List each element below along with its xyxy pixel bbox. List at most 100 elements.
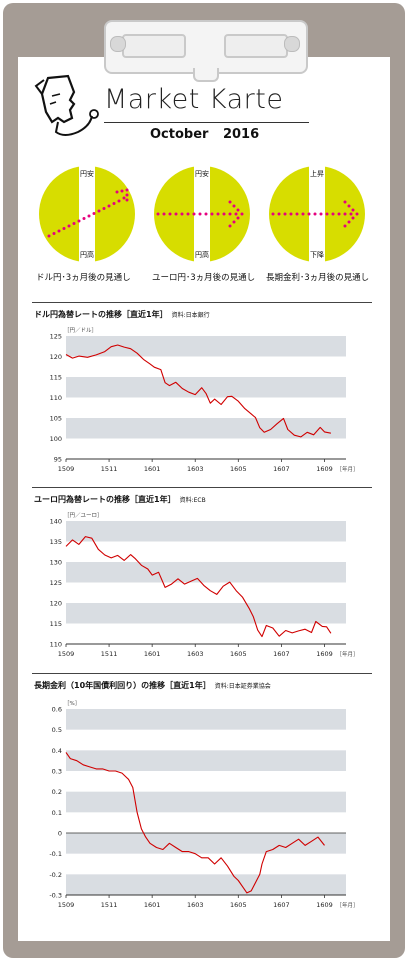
y-tick-label: -0.3	[49, 892, 62, 900]
x-tick-label: 1601	[144, 650, 161, 658]
section-rule	[32, 302, 372, 303]
grid-band	[66, 791, 346, 813]
clipboard-clip	[104, 20, 308, 74]
clip-rivet	[284, 36, 300, 52]
x-tick-label: 1511	[101, 650, 118, 658]
x-unit-label: ［年月］	[336, 465, 358, 473]
right-arrow-icon	[156, 200, 244, 228]
clip-slot	[224, 34, 288, 58]
y-tick-label: 0.6	[52, 706, 62, 714]
x-tick-label: 1605	[230, 901, 247, 909]
series-line	[65, 536, 332, 638]
jgb-yield-forecast-caption: 長期金利･3ヵ月後の見通し	[266, 273, 370, 283]
x-tick-label: 1511	[101, 901, 118, 909]
issue-date: October 2016	[150, 127, 260, 142]
title-rule	[104, 122, 309, 123]
page-title: Market Karte	[104, 84, 284, 115]
y-tick-label: 0.1	[52, 809, 62, 817]
x-tick-label: 1609	[316, 465, 333, 473]
y-tick-label: 115	[50, 620, 62, 628]
x-tick-label: 1607	[273, 650, 290, 658]
eur-jpy-forecast-caption: ユーロ円･3ヵ月後の見通し	[152, 273, 256, 283]
y-tick-label: 115	[50, 374, 62, 382]
jgb-yield-chart-title: 長期金利（10年国債利回り）の推移［直近1年］ 資料:日本証券業協会	[34, 680, 271, 691]
x-tick-label: 1509	[58, 901, 75, 909]
y-tick-label: 125	[50, 579, 62, 587]
clip-rivet	[110, 36, 126, 52]
dial-bottom-label: 円高	[195, 250, 209, 259]
y-tick-label: 0.4	[52, 747, 62, 755]
y-tick-label: 100	[50, 435, 62, 443]
y-tick-label: -0.1	[49, 850, 62, 858]
x-tick-label: 1509	[58, 650, 75, 658]
x-unit-label: ［年月］	[336, 901, 358, 909]
grid-band	[66, 833, 346, 854]
right-arrow-icon	[271, 200, 359, 228]
y-tick-label: 0.2	[52, 788, 62, 796]
jgb-yield-forecast-dial: 上昇 下降	[269, 166, 365, 262]
y-tick-label: 120	[50, 600, 62, 608]
y-tick-label: 0.5	[52, 726, 62, 734]
grid-band	[66, 874, 346, 895]
x-tick-label: 1603	[187, 650, 204, 658]
x-tick-label: 1509	[58, 465, 75, 473]
clip-slot	[122, 34, 186, 58]
y-unit-label: ［円／ドル］	[64, 327, 97, 334]
y-tick-label: -0.2	[49, 871, 62, 879]
chart-source: 資料:ECB	[179, 497, 206, 504]
dial-top-label: 円安	[195, 169, 209, 178]
x-tick-label: 1603	[187, 465, 204, 473]
eur-jpy-chart-title: ユーロ円為替レートの推移［直近1年］ 資料:ECB	[34, 494, 206, 505]
y-tick-label: 0	[58, 830, 62, 838]
section-rule	[32, 673, 372, 674]
y-tick-label: 120	[50, 353, 62, 361]
grid-band	[66, 750, 346, 771]
chart-source: 資料:日本証券業協会	[214, 683, 271, 690]
grid-band	[66, 562, 346, 583]
usd-jpy-forecast-dial: 円安 円高	[39, 166, 135, 262]
up-arrow-icon	[47, 188, 129, 238]
x-unit-label: ［年月］	[336, 650, 358, 658]
x-tick-label: 1601	[144, 901, 161, 909]
section-rule	[32, 487, 372, 488]
jgb-yield-line-chart: -0.3 -0.2 -0.1 0 0.1 0.2 0.3 0.4 0.5 0.6［%］ 1509 15…	[49, 700, 358, 909]
y-tick-label: 130	[50, 559, 62, 567]
x-tick-label: 1603	[187, 901, 204, 909]
dial-bottom-label: 円高	[80, 250, 94, 259]
y-unit-label: ［%］	[64, 700, 80, 707]
y-tick-label: 140	[50, 518, 62, 526]
x-tick-label: 1601	[144, 465, 161, 473]
eur-jpy-line-chart: 110 115 120 125 130 135 140［円／ユーロ］ 1509 1511 1601…	[50, 512, 358, 658]
grid-band	[66, 709, 346, 730]
chart-title-text: ユーロ円為替レートの推移［直近1年］	[34, 495, 176, 504]
y-tick-label: 0.3	[52, 768, 62, 776]
y-tick-label: 125	[50, 333, 62, 341]
x-tick-label: 1605	[230, 650, 247, 658]
chart-title-text: 長期金利（10年国債利回り）の推移［直近1年］	[34, 681, 211, 690]
usd-jpy-chart-title: ドル円為替レートの推移［直近1年］ 資料:日本銀行	[34, 309, 210, 320]
y-unit-label: ［円／ユーロ］	[64, 512, 103, 519]
x-tick-label: 1607	[273, 465, 290, 473]
chart-source: 資料:日本銀行	[171, 312, 210, 319]
grid-band	[66, 336, 346, 357]
eur-jpy-forecast-dial: 円安 円高	[154, 166, 250, 262]
clip-tab	[193, 68, 219, 82]
y-tick-label: 95	[54, 456, 62, 464]
x-tick-label: 1511	[101, 465, 118, 473]
y-tick-label: 135	[50, 538, 62, 546]
series-line	[65, 752, 325, 894]
y-tick-label: 105	[50, 415, 62, 423]
x-tick-label: 1605	[230, 465, 247, 473]
grid-band	[66, 521, 346, 542]
x-tick-label: 1609	[316, 650, 333, 658]
doctor-logo-icon	[34, 74, 99, 136]
grid-band	[66, 377, 346, 398]
x-tick-label: 1609	[316, 901, 333, 909]
y-tick-label: 110	[50, 641, 62, 649]
chart-title-text: ドル円為替レートの推移［直近1年］	[34, 310, 168, 319]
series-line	[65, 344, 332, 438]
dial-top-label: 円安	[80, 169, 94, 178]
y-tick-label: 110	[50, 394, 62, 402]
grid-band	[66, 603, 346, 624]
dial-bottom-label: 下降	[310, 250, 324, 259]
